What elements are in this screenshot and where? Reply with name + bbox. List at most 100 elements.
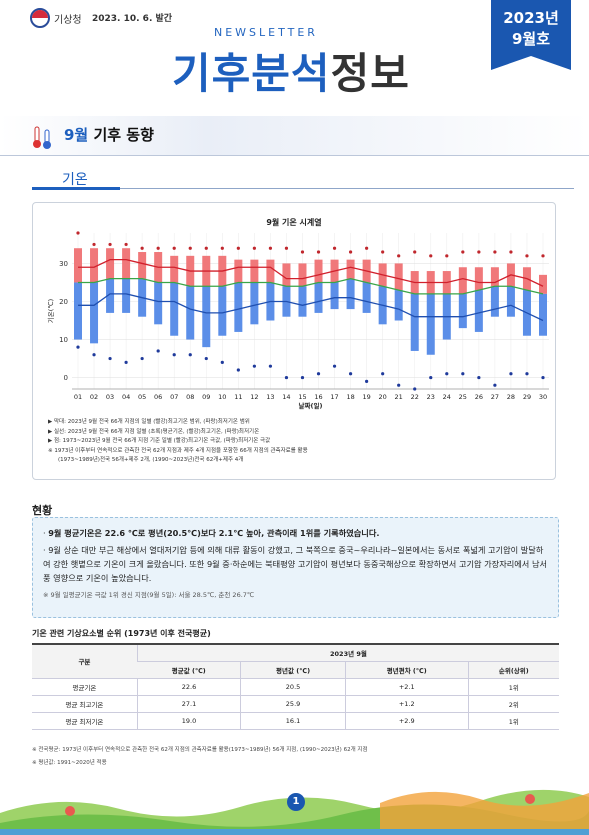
min-range-bar [490,286,499,317]
min-extreme-point [348,372,353,376]
x-tick-label: 10 [218,393,226,401]
max-range-bar [250,259,259,283]
max-extreme-point [156,246,160,250]
min-range-bar [170,282,179,336]
x-tick-label: 04 [122,393,130,401]
x-tick-label: 26 [475,393,483,401]
temperature-chart-box: 9월 기온 시계열 0 10 20 30 01 02 03 04 05 06 07 08 09 10 11 1… [32,202,556,480]
max-extreme-point [300,250,305,254]
min-range-bar [298,286,307,317]
ranking-table: 구분 2023년 9월 평균값 (℃) 평년값 (℃) 평년편차 (℃) 순위(상위) … [32,643,559,730]
max-extreme-point [348,250,353,254]
x-tick-label: 23 [427,393,435,401]
min-extreme-point [236,368,240,372]
max-extreme-point [236,246,240,250]
table-cell: +2.9 [344,712,469,730]
max-range-bar [90,248,99,283]
min-range-bar [218,286,227,336]
newsletter-title: 기후분석정보 [172,40,410,101]
x-tick-label: 19 [362,393,370,401]
max-extreme-point [509,250,513,254]
min-extreme-point [252,364,256,368]
min-extreme-point [332,364,337,368]
newsletter-label: NEWSLETTER [214,26,318,39]
max-range-bar [539,274,547,294]
table-cell: +2.1 [344,678,469,696]
min-extreme-point [268,364,273,368]
summary-point: · 9월 평균기온은 22.6 ℃로 평년(20.5℃)보다 2.1℃ 높아, … [43,528,380,538]
summary-note: ※ 9월 일평균기온 극값 1위 경신 지점(9월 5일): 서울 28.5℃,… [43,591,255,599]
min-extreme-point [365,379,369,383]
max-range-bar [122,248,131,279]
x-tick-label: 29 [523,393,531,401]
x-tick-label: 17 [330,393,338,401]
min-range-bar [458,293,467,329]
min-extreme-point [397,383,401,387]
y-tick-label: 10 [59,336,68,344]
max-extreme-point [365,246,369,250]
subsection-title: 기온 [62,172,88,188]
table-col-header: 평균값 (℃) [137,661,241,679]
x-tick-label: 11 [234,393,242,401]
max-range-bar [106,248,115,279]
section-banner: 9월 기후 동향 [0,116,589,156]
max-extreme-point [172,246,176,250]
min-extreme-point [493,383,497,387]
y-tick-label: 20 [59,298,68,306]
max-extreme-point [284,246,289,250]
page-number: 1 [287,793,305,811]
min-extreme-point [140,356,144,361]
max-extreme-point [204,246,208,250]
min-range-bar [330,282,339,310]
min-range-bar [539,293,547,336]
max-range-bar [170,255,179,283]
max-extreme-point [429,254,433,258]
min-extreme-point [172,353,176,357]
legend-note: ※ 1973년 이후부터 연속적으로 관측한 전국 62개 지점과 제주 4개 … [48,447,308,454]
title-dark: 정보 [330,49,410,98]
min-extreme-point [300,375,305,380]
max-range-bar [138,252,147,279]
min-range-bar [426,293,435,355]
max-range-bar [266,259,275,283]
min-range-bar [362,282,371,313]
newsletter-header: 기상청 2023. 10. 6. 발간 NEWSLETTER 기후분석정보 20… [0,0,589,108]
x-tick-label: 20 [379,393,387,401]
max-extreme-point [397,254,401,258]
legend-note: (1973~1989년)전국 56개+제주 2개, (1990~2023년)전국… [58,457,244,463]
min-temp-line [78,293,544,322]
max-extreme-point [268,246,273,250]
min-range-bar [346,278,355,310]
max-extreme-point [461,250,465,254]
min-extreme-point [284,375,289,380]
table-cell: +1.2 [344,695,469,713]
issue-date: 2023. 10. 6. 발간 [92,14,173,24]
issue-month: 9월호 [511,30,551,48]
max-extreme-point [124,242,128,247]
min-extreme-point [124,360,128,364]
max-extreme-point [525,254,529,258]
min-range-bar [506,286,515,317]
table-cell: 평균 최고기온 [32,695,138,713]
summary-point-text: 9월 상순 대만 부근 해상에서 열대저기압 등에 의해 대류 활동이 강했고,… [43,545,548,583]
x-tick-label: 06 [154,393,162,401]
x-tick-label: 08 [186,393,194,401]
section-title-rest: 기후 동향 [88,126,154,144]
max-range-bar [314,259,323,283]
min-range-bar [234,282,243,332]
min-extreme-point [509,372,513,376]
x-tick-label: 22 [411,393,419,401]
min-extreme-point [204,356,208,361]
min-range-bar [410,293,419,351]
min-extreme-point [381,372,385,376]
min-extreme-point [220,360,224,364]
min-extreme-point [92,353,96,357]
table-cell: 1위 [467,678,559,696]
subsection-underline [32,187,574,190]
chart-legend-notes: ▶ 막대: 2023년 9월 전국 66개 지점의 일별 (빨강)최고기온 범위… [48,418,308,466]
max-extreme-point [252,246,256,250]
table-col-header: 평년값 (℃) [240,661,346,679]
min-extreme-point [445,372,449,376]
y-axis-label: 기온(℃) [46,299,55,323]
table-cell: 16.1 [240,712,346,730]
